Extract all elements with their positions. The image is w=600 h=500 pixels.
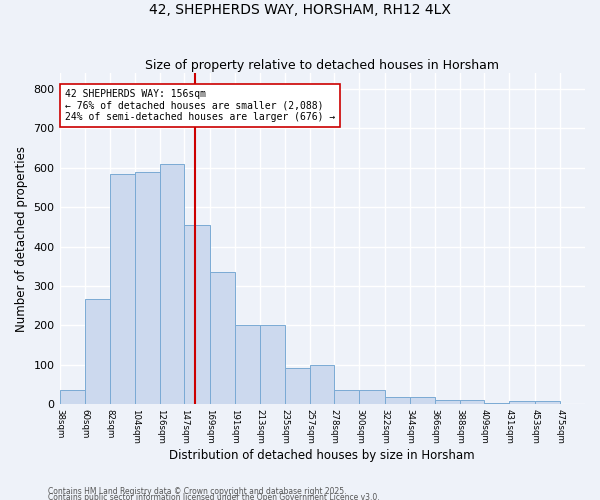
Bar: [334, 390, 359, 404]
Title: Size of property relative to detached houses in Horsham: Size of property relative to detached ho…: [145, 59, 499, 72]
Bar: [410, 397, 435, 404]
Bar: [310, 365, 334, 404]
Bar: [59, 390, 85, 404]
Bar: [435, 400, 460, 404]
Bar: [359, 390, 385, 404]
Text: Contains HM Land Registry data © Crown copyright and database right 2025.: Contains HM Land Registry data © Crown c…: [48, 487, 347, 496]
Bar: [209, 272, 235, 404]
Bar: [184, 225, 209, 404]
Bar: [260, 326, 285, 404]
Bar: [385, 397, 410, 404]
Bar: [135, 172, 160, 404]
Bar: [110, 174, 135, 404]
Bar: [285, 368, 310, 404]
Bar: [535, 401, 560, 404]
Text: 42, SHEPHERDS WAY, HORSHAM, RH12 4LX: 42, SHEPHERDS WAY, HORSHAM, RH12 4LX: [149, 2, 451, 16]
Bar: [460, 400, 484, 404]
Bar: [235, 326, 260, 404]
Bar: [484, 403, 509, 404]
X-axis label: Distribution of detached houses by size in Horsham: Distribution of detached houses by size …: [169, 450, 475, 462]
Bar: [509, 401, 535, 404]
Text: Contains public sector information licensed under the Open Government Licence v3: Contains public sector information licen…: [48, 492, 380, 500]
Bar: [85, 299, 110, 404]
Text: 42 SHEPHERDS WAY: 156sqm
← 76% of detached houses are smaller (2,088)
24% of sem: 42 SHEPHERDS WAY: 156sqm ← 76% of detach…: [65, 89, 335, 122]
Bar: [160, 164, 184, 404]
Y-axis label: Number of detached properties: Number of detached properties: [15, 146, 28, 332]
